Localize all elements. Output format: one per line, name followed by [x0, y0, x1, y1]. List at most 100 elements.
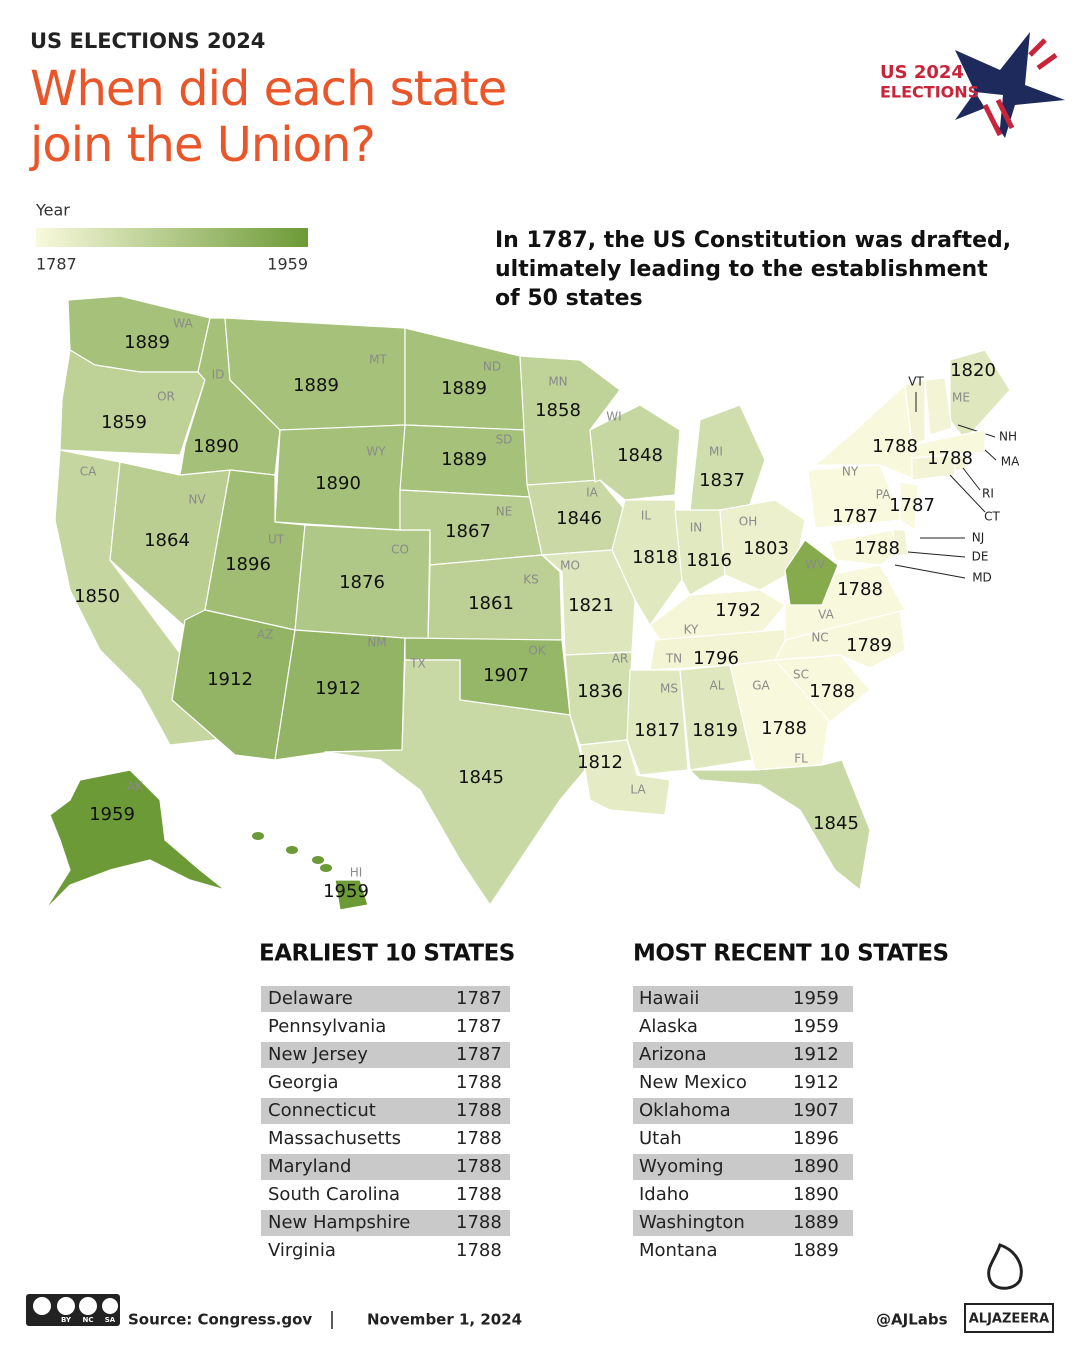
logo-text: ELECTIONS [880, 83, 979, 102]
state-abbr: DE [972, 550, 989, 564]
state-shape [427, 554, 563, 641]
state-year: 1789 [846, 635, 892, 656]
state-abbr: CT [984, 510, 1000, 524]
state-abbr: NC [811, 631, 828, 645]
row-band [633, 1210, 853, 1236]
state-abbr: FL [794, 752, 808, 766]
state-shape [904, 379, 926, 446]
state-year: 1907 [483, 665, 529, 686]
state-year: 1788 [837, 579, 883, 600]
state-name: New Mexico [639, 1072, 747, 1093]
state-year: 1788 [456, 1212, 502, 1233]
state-year: 1788 [927, 448, 973, 469]
state-year: 1787 [832, 506, 878, 527]
state-shape [784, 539, 839, 606]
state-year: 1890 [793, 1156, 839, 1177]
state-shape [911, 429, 986, 459]
kicker: US ELECTIONS 2024 [30, 29, 265, 53]
license-tag: BY [61, 1316, 72, 1324]
state-year: 1787 [456, 1044, 502, 1065]
license-tag: NC [83, 1316, 94, 1324]
tables: EARLIEST 10 STATES Delaware 1787 Pennsylvan… [259, 941, 949, 1262]
state-abbr: NY [842, 465, 859, 479]
state-name: Washington [639, 1212, 745, 1233]
state-abbr: SC [793, 668, 809, 682]
row-band [261, 986, 510, 1012]
row-band [633, 1042, 853, 1068]
license-tag: SA [105, 1316, 116, 1324]
row-band [261, 1098, 510, 1124]
row-band [261, 1154, 510, 1180]
state-abbr: MD [972, 571, 992, 585]
state-year: 1820 [950, 360, 996, 381]
state-abbr: HI [350, 866, 363, 880]
state-name: New Jersey [268, 1044, 368, 1065]
state-year: 1788 [456, 1072, 502, 1093]
state-abbr: NM [367, 636, 386, 650]
state-year: 1845 [813, 813, 859, 834]
state-year: 1912 [207, 669, 253, 690]
state-abbr: NH [999, 430, 1017, 444]
state-abbr: TN [665, 652, 682, 666]
state-shape [924, 377, 953, 436]
state-abbr: IL [641, 509, 652, 523]
state-shape [829, 529, 896, 566]
state-shape [579, 739, 671, 816]
state-year: 1818 [632, 547, 678, 568]
state-abbr: MI [709, 445, 723, 459]
state-name: Alaska [639, 1016, 698, 1037]
callout-line [984, 449, 997, 461]
state-year: 1821 [568, 595, 614, 616]
state-name: Hawaii [639, 988, 699, 1009]
state-year: 1890 [315, 473, 361, 494]
state-year: 1889 [293, 375, 339, 396]
state-year: 1788 [456, 1128, 502, 1149]
state-year: 1890 [193, 436, 239, 457]
state-shape [689, 759, 871, 891]
state-year: 1788 [872, 436, 918, 457]
state-year: 1788 [854, 538, 900, 559]
row-band [261, 1042, 510, 1068]
note-line: ultimately leading to the establishment [495, 257, 988, 282]
state-abbr: NJ [972, 531, 985, 545]
state-shape [589, 404, 681, 501]
state-year: 1788 [809, 681, 855, 702]
state-abbr: PA [876, 488, 891, 502]
state-year: 1792 [715, 600, 761, 621]
state-year: 1864 [144, 530, 190, 551]
state-abbr: VA [818, 608, 834, 622]
state-year: 1788 [456, 1184, 502, 1205]
state-year: 1816 [686, 550, 732, 571]
map: WA1889OR1859CA1850NV1864ID1890MT1889WY18… [44, 295, 1020, 911]
state-name: Oklahoma [639, 1100, 731, 1121]
source: Source: Congress.gov [128, 1311, 312, 1329]
row-band [633, 1098, 853, 1124]
logo: US 2024 ELECTIONS [880, 32, 1065, 138]
state-abbr: GA [752, 679, 770, 693]
state-shape [626, 669, 689, 776]
row-band [261, 1210, 510, 1236]
state-shape [44, 769, 226, 911]
state-shape [911, 454, 956, 481]
row-band [633, 1154, 853, 1180]
state-year: 1889 [124, 332, 170, 353]
state-year: 1788 [456, 1100, 502, 1121]
legend-title: Year [35, 201, 70, 220]
state-abbr: OR [157, 390, 175, 404]
state-name: Massachusetts [268, 1128, 401, 1149]
island [286, 846, 298, 854]
state-year: 1912 [793, 1044, 839, 1065]
state-year: 1889 [793, 1212, 839, 1233]
state-year: 1817 [634, 720, 680, 741]
state-abbr: WV [805, 558, 826, 572]
state-name: Delaware [268, 988, 353, 1009]
state-name: South Carolina [268, 1184, 400, 1205]
state-abbr: CA [80, 465, 97, 479]
state-year: 1858 [535, 400, 581, 421]
date: November 1, 2024 [367, 1311, 522, 1329]
state-name: Utah [639, 1128, 682, 1149]
state-name: Idaho [639, 1184, 689, 1205]
state-name: Maryland [268, 1156, 351, 1177]
state-year: 1959 [793, 988, 839, 1009]
state-year: 1896 [225, 554, 271, 575]
